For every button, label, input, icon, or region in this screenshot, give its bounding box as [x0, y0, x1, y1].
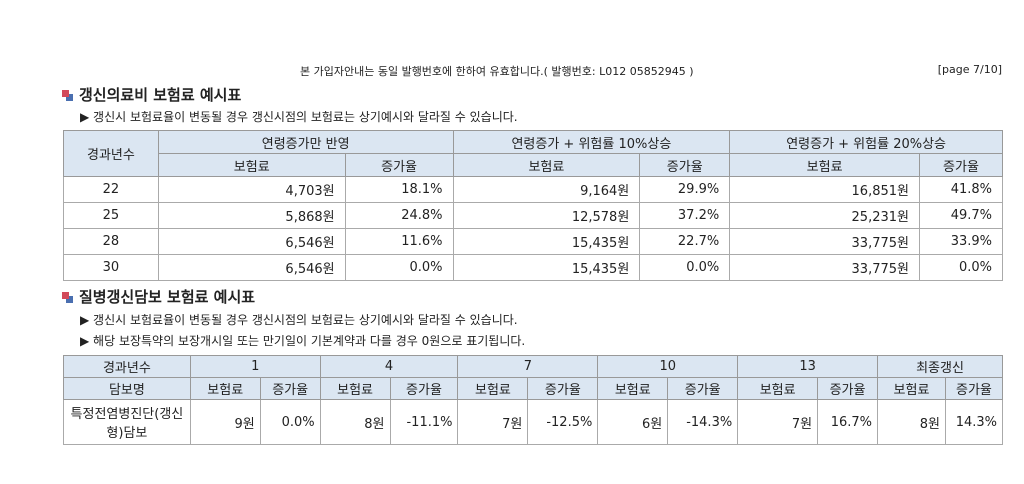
column-subheader: 증가율	[944, 377, 1004, 400]
column-subheader: 증가율	[259, 377, 321, 400]
cell: 0.0%	[259, 399, 321, 445]
column-subheader: 보험료	[189, 377, 261, 400]
column-subheader: 보험료	[319, 377, 391, 400]
cell: 7원	[457, 399, 529, 445]
section-title: 갱신의료비 보험료 예시표	[62, 84, 241, 105]
column-header: 경과년수	[63, 355, 191, 378]
cell: 16,851원	[729, 176, 920, 203]
premium-table: 경과년수 연령증가만 반영 연령증가 + 위험률 10%상승 연령증가 + 위험률 2…	[63, 130, 1004, 281]
column-header: 경과년수	[63, 130, 159, 177]
cell: 14.3%	[944, 399, 1004, 445]
cell: 18.1%	[344, 176, 454, 203]
column-header: 13	[737, 355, 879, 378]
cell: 6,546원	[157, 254, 346, 281]
cell: -14.3%	[667, 399, 739, 445]
cell: 33,775원	[729, 254, 920, 281]
row-label: 특정전염병진단(갱신형)담보	[63, 399, 191, 445]
cell: 0.0%	[918, 254, 1004, 281]
cell: 0.0%	[344, 254, 454, 281]
cell: 8원	[319, 399, 391, 445]
row-label: 25	[63, 202, 159, 229]
column-subheader: 증가율	[389, 377, 459, 400]
cell: 41.8%	[918, 176, 1004, 203]
column-subheader: 증가율	[344, 153, 454, 177]
column-header: 1	[189, 355, 321, 378]
column-subheader: 보험료	[157, 153, 346, 177]
data-row: 22 4,703원 18.1% 9,164원 29.9% 16,851원 41.8%	[63, 176, 1004, 203]
header-row: 경과년수 1 4 7 10 13 최종갱신	[63, 355, 1003, 378]
cell: 15,435원	[452, 228, 641, 255]
note-text: 갱신시 보험료율이 변동될 경우 갱신시점의 보험료는 상기예시와 달라질 수 …	[93, 313, 518, 327]
column-subheader: 보험료	[729, 153, 920, 177]
cell: 12,578원	[452, 202, 641, 229]
column-subheader: 증가율	[918, 153, 1004, 177]
row-label: 30	[63, 254, 159, 281]
column-subheader: 보험료	[452, 153, 641, 177]
row-label: 22	[63, 176, 159, 203]
column-subheader: 증가율	[667, 377, 739, 400]
cell: 25,231원	[729, 202, 920, 229]
page-number: [page 7/10]	[937, 63, 1002, 76]
cell: 8원	[877, 399, 946, 445]
column-header: 4	[319, 355, 459, 378]
coverage-table: 경과년수 1 4 7 10 13 최종갱신 담보명 보험료 증가율 보험료 증가율 보험료 증가율 보험료 증…	[63, 355, 1004, 445]
cell: 7원	[737, 399, 819, 445]
column-subheader: 담보명	[63, 377, 191, 400]
cell: -11.1%	[389, 399, 459, 445]
header-row: 담보명 보험료 증가율 보험료 증가율 보험료 증가율 보험료 증가율 보험료 증가율 보험료 증가율	[63, 377, 1004, 400]
cell: 33.9%	[918, 228, 1004, 255]
cell: 16.7%	[817, 399, 879, 445]
column-subheader: 보험료	[457, 377, 529, 400]
cell: 24.8%	[344, 202, 454, 229]
column-header: 연령증가 + 위험률 20%상승	[729, 130, 1003, 154]
data-row: 28 6,546원 11.6% 15,435원 22.7% 33,775원 33.9%	[63, 228, 1004, 255]
column-subheader: 보험료	[597, 377, 669, 400]
header-row: 보험료 증가율 보험료 증가율 보험료 증가율	[64, 153, 1004, 177]
note-text: 해당 보장특약의 보장개시일 또는 만기일이 기본계약과 다를 경우 0원으로 …	[93, 334, 526, 348]
column-header: 10	[597, 355, 739, 378]
cell: 0.0%	[639, 254, 731, 281]
notice: 본 가입자안내는 동일 발행번호에 한하여 유효합니다.( 발행번호: L012…	[300, 65, 694, 78]
column-header: 최종갱신	[877, 355, 1003, 378]
data-row: 30 6,546원 0.0% 15,435원 0.0% 33,775원 0.0%	[63, 254, 1004, 281]
column-subheader: 증가율	[817, 377, 879, 400]
cell: 9원	[189, 399, 261, 445]
cell: 9,164원	[452, 176, 641, 203]
cell: 5,868원	[157, 202, 346, 229]
cell: 6,546원	[157, 228, 346, 255]
cell: 22.7%	[639, 228, 731, 255]
row-label: 28	[63, 228, 159, 255]
data-row: 25 5,868원 24.8% 12,578원 37.2% 25,231원 49.7%	[63, 202, 1004, 229]
section-title: 질병갱신담보 보험료 예시표	[62, 286, 255, 307]
cell: 11.6%	[344, 228, 454, 255]
column-subheader: 보험료	[877, 377, 946, 400]
column-header: 7	[457, 355, 599, 378]
cell: 4,703원	[157, 176, 346, 203]
cell: -12.5%	[527, 399, 599, 445]
column-subheader: 증가율	[527, 377, 599, 400]
column-header: 연령증가만 반영	[157, 130, 454, 154]
column-header: 연령증가 + 위험률 10%상승	[452, 130, 731, 154]
note: ▶ 갱신시 보험료율이 변동될 경우 갱신시점의 보험료는 상기예시와 달라질 …	[80, 110, 518, 124]
note: ▶ 갱신시 보험료율이 변동될 경우 갱신시점의 보험료는 상기예시와 달라질 …	[80, 313, 518, 327]
note-text: 갱신시 보험료율이 변동될 경우 갱신시점의 보험료는 상기예시와 달라질 수 …	[93, 110, 518, 124]
cell: 49.7%	[918, 202, 1004, 229]
note: ▶ 해당 보장특약의 보장개시일 또는 만기일이 기본계약과 다를 경우 0원으…	[80, 334, 526, 348]
column-subheader: 증가율	[639, 153, 731, 177]
column-subheader: 보험료	[737, 377, 819, 400]
header-row: 경과년수 연령증가만 반영 연령증가 + 위험률 10%상승 연령증가 + 위험률 2…	[63, 130, 1003, 177]
cell: 37.2%	[639, 202, 731, 229]
cell: 29.9%	[639, 176, 731, 203]
data-row: 특정전염병진단(갱신형)담보 9원 0.0% 8원 -11.1% 7원 -12.5% 6원 -1…	[63, 399, 1004, 445]
cell: 33,775원	[729, 228, 920, 255]
cell: 15,435원	[452, 254, 641, 281]
cell: 6원	[597, 399, 669, 445]
